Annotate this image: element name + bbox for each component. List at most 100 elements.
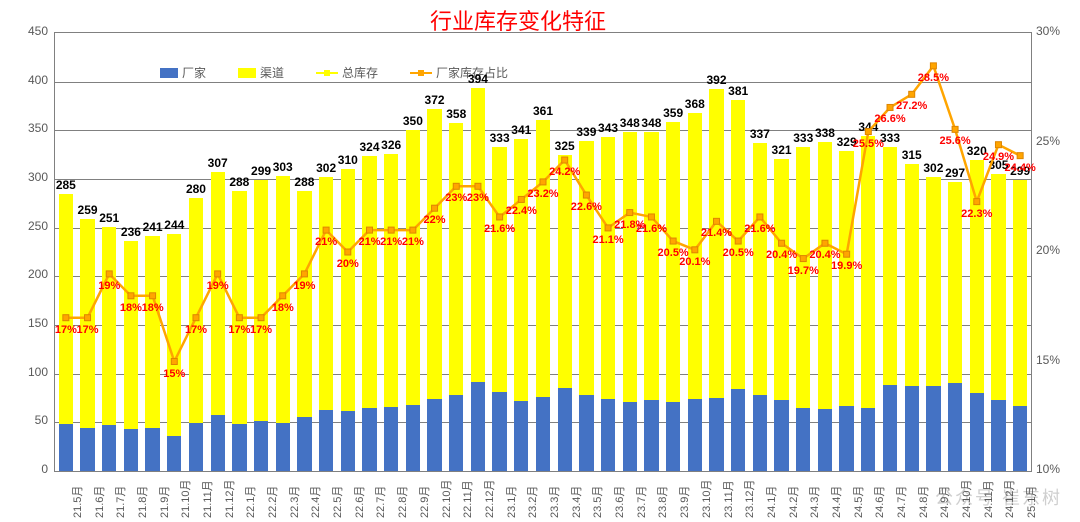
pct-label: 21.1% — [592, 234, 623, 246]
x-tick-label: 23.11月 — [720, 480, 736, 518]
y1-tick-label: 450 — [14, 24, 48, 38]
y2-tick-label: 10% — [1036, 462, 1060, 476]
x-tick-label: 24.1月 — [763, 486, 779, 518]
x-tick-label: 22.5月 — [329, 486, 345, 518]
pct-label: 20.4% — [766, 249, 797, 261]
plot-area: 2852592512362412442803072882993032883023… — [54, 32, 1032, 472]
x-tick-label: 23.5月 — [589, 486, 605, 518]
pct-label: 28.5% — [918, 72, 949, 84]
x-tick-label: 23.2月 — [524, 486, 540, 518]
x-tick-label: 22.6月 — [351, 486, 367, 518]
pct-label: 19% — [293, 280, 315, 292]
pct-label: 25.6% — [939, 135, 970, 147]
x-tick-label: 24.3月 — [806, 486, 822, 518]
y1-tick-label: 400 — [14, 73, 48, 87]
x-tick-label: 22.8月 — [394, 486, 410, 518]
pct-label: 24.2% — [549, 166, 580, 178]
x-tick-label: 24.7月 — [893, 486, 909, 518]
pct-label: 20.1% — [679, 256, 710, 268]
x-tick-label: 23.8月 — [654, 486, 670, 518]
x-tick-label: 23.7月 — [633, 486, 649, 518]
y1-tick-label: 100 — [14, 365, 48, 379]
pct-label: 17% — [228, 324, 250, 336]
y1-tick-label: 150 — [14, 316, 48, 330]
x-tick-label: 22.1月 — [242, 486, 258, 518]
pct-label: 15% — [163, 368, 185, 380]
y1-tick-label: 350 — [14, 121, 48, 135]
x-tick-label: 21.8月 — [134, 486, 150, 518]
y1-tick-label: 300 — [14, 170, 48, 184]
y2-tick-label: 25% — [1036, 134, 1060, 148]
pct-label: 19.7% — [788, 265, 819, 277]
x-tick-label: 25.1月 — [1023, 486, 1039, 518]
x-tick-label: 24.4月 — [828, 486, 844, 518]
pct-label: 20% — [337, 258, 359, 270]
x-tick-label: 23.9月 — [676, 486, 692, 518]
y2-tick-label: 30% — [1036, 24, 1060, 38]
x-tick-label: 23.3月 — [546, 486, 562, 518]
pct-label: 21.6% — [744, 223, 775, 235]
x-tick-label: 24.6月 — [871, 486, 887, 518]
x-tick-label: 22.2月 — [264, 486, 280, 518]
x-tick-label: 22.10月 — [438, 479, 454, 518]
x-tick-label: 23.6月 — [611, 486, 627, 518]
y1-tick-label: 250 — [14, 219, 48, 233]
y1-tick-label: 50 — [14, 413, 48, 427]
x-tick-label: 21.12月 — [221, 479, 237, 518]
x-tick-label: 23.10月 — [698, 479, 714, 518]
x-tick-label: 21.7月 — [112, 486, 128, 518]
pct-label: 19% — [207, 280, 229, 292]
pct-label: 26.6% — [874, 113, 905, 125]
pct-label: 18% — [272, 302, 294, 314]
x-tick-label: 22.4月 — [307, 486, 323, 518]
x-tick-label: 24.5月 — [850, 486, 866, 518]
y1-tick-label: 0 — [14, 462, 48, 476]
pct-label: 21% — [380, 236, 402, 248]
pct-label: 25.5% — [853, 138, 884, 150]
pct-label: 21.4% — [701, 227, 732, 239]
pct-label: 21% — [358, 236, 380, 248]
pct-label: 22.3% — [961, 208, 992, 220]
x-tick-label: 21.5月 — [69, 486, 85, 518]
y2-tick-label: 15% — [1036, 353, 1060, 367]
x-tick-label: 22.3月 — [286, 486, 302, 518]
x-tick-label: 24.8月 — [915, 486, 931, 518]
x-tick-label: 22.7月 — [372, 486, 388, 518]
watermark: 公众号 崔东树 — [935, 484, 1062, 510]
x-tick-label: 22.12月 — [481, 479, 497, 518]
pct-label: 22% — [424, 214, 446, 226]
y2-tick-label: 20% — [1036, 243, 1060, 257]
x-tick-label: 24.10月 — [958, 479, 974, 518]
pct-label: 21.6% — [484, 223, 515, 235]
x-tick-label: 24.12月 — [1001, 479, 1017, 518]
x-tick-label: 21.6月 — [91, 486, 107, 518]
pct-label: 17% — [77, 324, 99, 336]
x-tick-label: 23.1月 — [503, 486, 519, 518]
x-tick-label: 23.4月 — [568, 486, 584, 518]
x-tick-label: 21.11月 — [199, 480, 215, 518]
x-tick-label: 22.11月 — [459, 480, 475, 518]
pct-label: 18% — [120, 302, 142, 314]
pct-label: 17% — [185, 324, 207, 336]
pct-label: 20.5% — [723, 247, 754, 259]
pct-label: 21.6% — [636, 223, 667, 235]
pct-label: 21% — [402, 236, 424, 248]
pct-label: 27.2% — [896, 100, 927, 112]
pct-label: 24.4% — [1005, 162, 1036, 174]
x-tick-label: 24.2月 — [785, 486, 801, 518]
x-tick-label: 24.11月 — [980, 480, 996, 518]
pct-label: 23% — [445, 192, 467, 204]
pct-label: 17% — [250, 324, 272, 336]
x-tick-label: 24.9月 — [936, 486, 952, 518]
pct-label: 22.6% — [571, 201, 602, 213]
pct-label: 23% — [467, 192, 489, 204]
pct-label: 23.2% — [527, 188, 558, 200]
x-tick-label: 22.9月 — [416, 486, 432, 518]
pct-label: 17% — [55, 324, 77, 336]
pct-label: 19.9% — [831, 260, 862, 272]
y1-tick-label: 200 — [14, 267, 48, 281]
pct-line — [55, 33, 1031, 471]
pct-label: 18% — [142, 302, 164, 314]
pct-label: 21% — [315, 236, 337, 248]
pct-label: 19% — [98, 280, 120, 292]
